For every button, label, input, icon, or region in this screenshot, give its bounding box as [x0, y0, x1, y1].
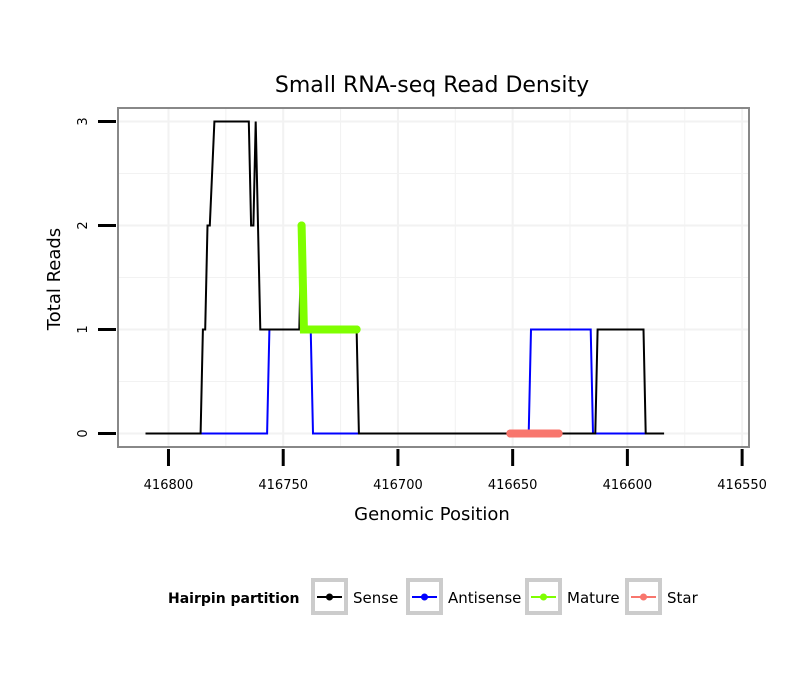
x-axis: 416800 416750 416700 416650 416600 416550 [144, 449, 767, 493]
x-tick-label: 416800 [144, 478, 194, 493]
series-layer [145, 120, 665, 438]
legend-key-point [540, 593, 547, 601]
x-tick-label: 416550 [717, 478, 767, 493]
x-tick-label: 416750 [258, 478, 308, 493]
legend-label: Star [667, 589, 699, 607]
y-axis: 0 1 2 3 [76, 117, 116, 438]
legend-item-antisense: Antisense [406, 578, 521, 615]
series-mature [297, 221, 361, 334]
chart-title: Small RNA-seq Read Density [275, 73, 589, 98]
x-axis-label: Genomic Position [354, 504, 510, 525]
legend-key-point [421, 593, 428, 601]
legend-item-sense: Sense [311, 578, 398, 615]
plot-border [117, 107, 750, 448]
legend: Hairpin partition Sense Antisense Mature St… [168, 578, 699, 615]
data-point-star [506, 429, 515, 438]
data-point-mature [297, 221, 306, 230]
data-point-mature [304, 325, 313, 334]
legend-label: Antisense [448, 589, 521, 607]
data-point-star [554, 429, 563, 438]
x-tick-label: 416650 [488, 478, 538, 493]
y-tick-label: 3 [76, 117, 91, 125]
x-tick-label: 416700 [373, 478, 423, 493]
legend-key-point [326, 593, 333, 601]
legend-item-mature: Mature [525, 578, 620, 615]
legend-key-point [640, 593, 647, 601]
x-tick-label: 416600 [603, 478, 653, 493]
legend-item-star: Star [625, 578, 699, 615]
legend-label: Sense [353, 589, 398, 607]
data-point-mature [352, 325, 361, 334]
series-star [506, 429, 563, 438]
legend-title: Hairpin partition [168, 591, 299, 607]
y-axis-label: Total Reads [44, 228, 65, 331]
legend-label: Mature [567, 589, 620, 607]
y-tick-label: 1 [76, 325, 91, 333]
y-tick-label: 2 [76, 221, 91, 229]
y-tick-label: 0 [76, 429, 91, 437]
